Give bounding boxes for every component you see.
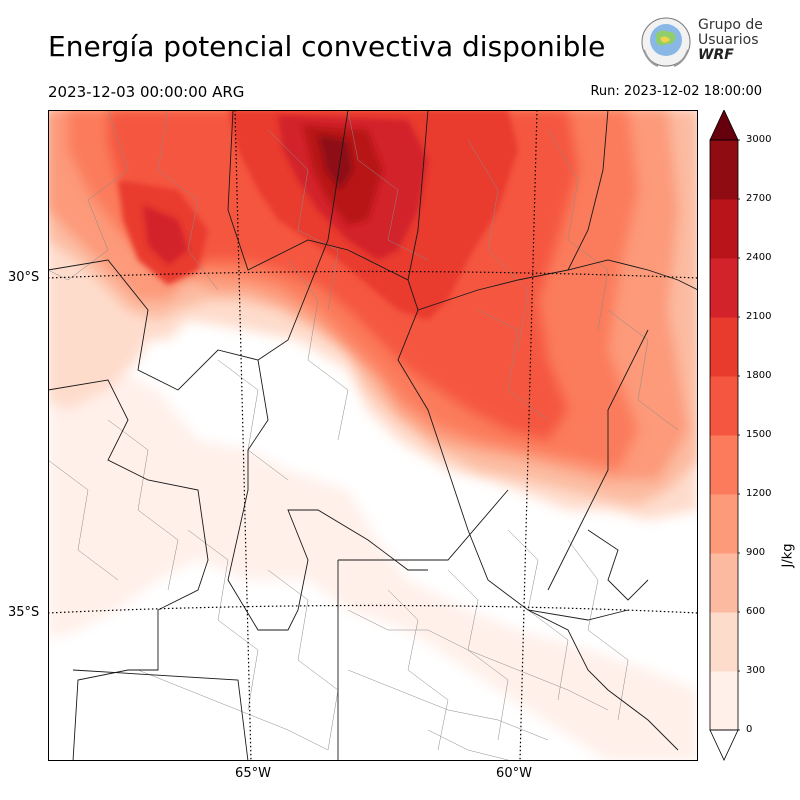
- valid-time: 2023-12-03 00:00:00 ARG: [48, 83, 245, 101]
- colorbar-bar: [709, 110, 740, 761]
- colorbar-tick-label: 2100: [746, 311, 772, 322]
- colorbar-tick-label: 1500: [746, 429, 772, 440]
- province-boundaries: [48, 110, 698, 761]
- colorbar-segment: [710, 553, 738, 613]
- colorbar-tick-label: 1800: [746, 370, 772, 381]
- colorbar-extend-over: [709, 110, 739, 141]
- department-boundaries: [48, 110, 679, 761]
- globe-logo-icon: [641, 17, 691, 67]
- colorbar-segment: [710, 258, 738, 318]
- cape-map: [48, 110, 698, 761]
- lat-35s-line: [48, 604, 698, 614]
- lon-65w-line: [234, 110, 252, 761]
- cape-level-0-300: [48, 230, 698, 761]
- colorbar-segment: [710, 494, 738, 554]
- colorbar-tick-label: 600: [746, 606, 766, 617]
- logo-line2: Usuarios: [698, 32, 759, 48]
- colorbar-segment: [710, 140, 738, 200]
- colorbar-tick-label: 2400: [746, 252, 772, 263]
- colorbar-tick-label: 1200: [746, 488, 772, 499]
- cape-west-blob-core: [143, 205, 188, 265]
- colorbar-segment: [710, 199, 738, 259]
- lon-label-60w: 60°W: [496, 766, 532, 781]
- cape-shading: [48, 110, 698, 761]
- logo-line1: Grupo de: [698, 17, 763, 33]
- colorbar-segment: [710, 317, 738, 377]
- colorbar-tick-label: 900: [746, 547, 766, 558]
- logo-line3: WRF: [698, 47, 734, 63]
- colorbar-tick-label: 2700: [746, 193, 772, 204]
- colorbar-segment: [710, 612, 738, 672]
- lat-label-30s: 30°S: [8, 270, 40, 285]
- cape-level-2700-3000: [318, 135, 353, 190]
- map-title: Energía potencial convectiva disponible: [48, 30, 606, 63]
- graticule: [48, 110, 698, 761]
- colorbar-segment: [710, 376, 738, 436]
- colorbar-segment: [710, 435, 738, 495]
- colorbar-unit: J/kg: [780, 543, 796, 568]
- colorbar-segment: [710, 671, 738, 731]
- grupo-usuarios-wrf-logo: Grupo de Usuarios WRF: [638, 16, 768, 72]
- colorbar-extend-under: [709, 729, 739, 761]
- lat-label-35s: 35°S: [8, 605, 40, 620]
- colorbar: 0 300 600 900 1200 1500 1800 2100 2400 2700 3000 J…: [708, 110, 798, 765]
- colorbar-tick-label: 3000: [746, 134, 772, 145]
- lon-label-65w: 65°W: [235, 766, 271, 781]
- map-frame: [48, 110, 698, 761]
- colorbar-tick-label: 300: [746, 665, 766, 676]
- map-canvas: [48, 110, 698, 761]
- colorbar-tick-label: 0: [746, 724, 753, 735]
- lat-30s-line: [48, 270, 698, 279]
- run-time: Run: 2023-12-02 18:00:00: [590, 84, 762, 99]
- lon-60w-line: [519, 110, 538, 761]
